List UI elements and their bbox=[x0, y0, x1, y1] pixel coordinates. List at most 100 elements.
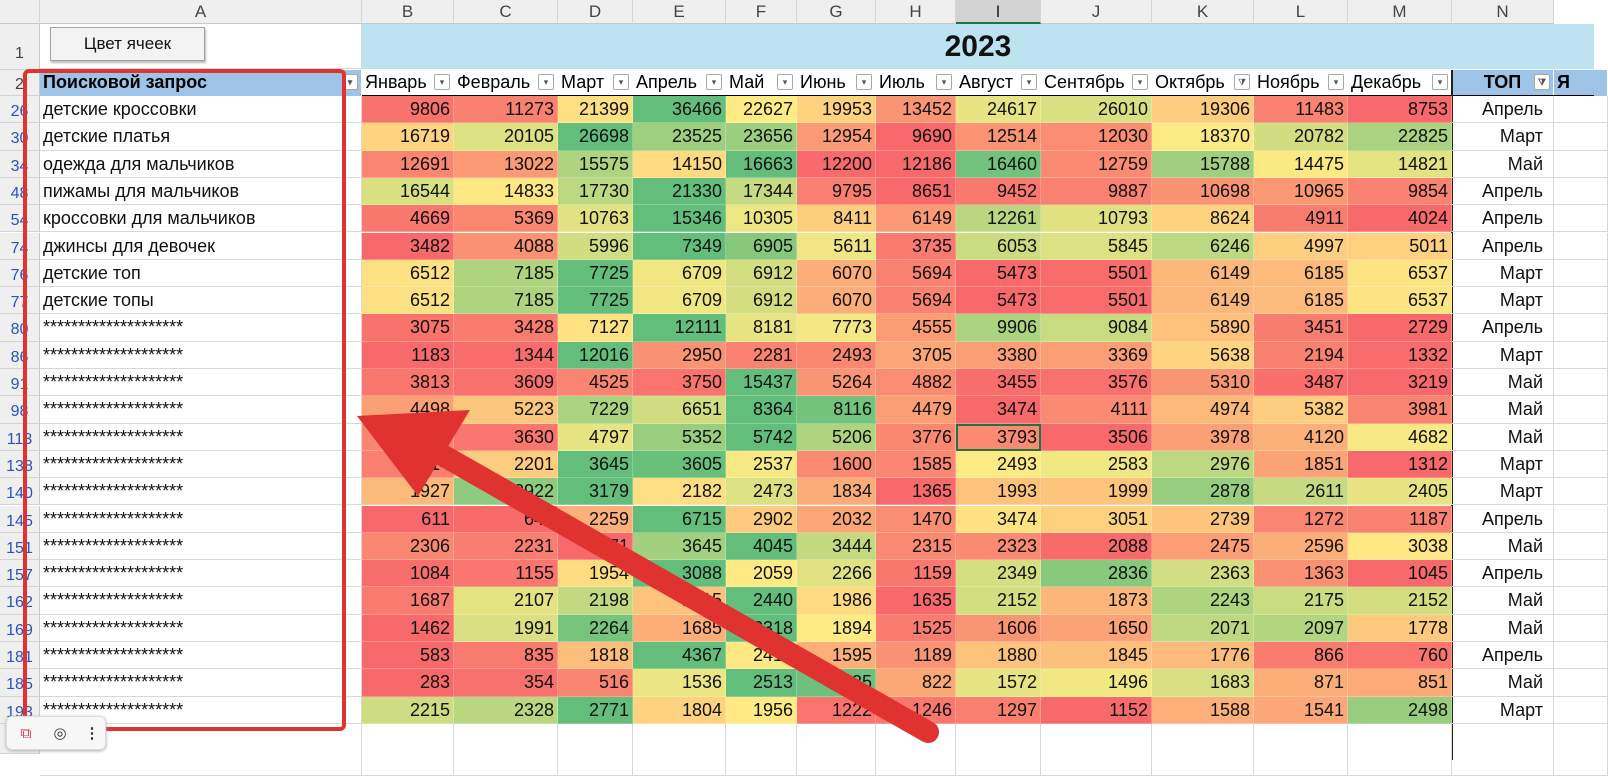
value-cell[interactable]: 1999 bbox=[1041, 478, 1152, 506]
value-cell[interactable]: 2513 bbox=[726, 669, 797, 697]
value-cell[interactable]: 4669 bbox=[362, 205, 454, 233]
value-cell[interactable]: 2215 bbox=[362, 696, 454, 724]
value-cell[interactable]: 6149 bbox=[1152, 259, 1254, 288]
value-cell[interactable]: 2493 bbox=[956, 450, 1041, 479]
value-cell[interactable]: 21330 bbox=[633, 177, 726, 206]
value-cell[interactable]: 24617 bbox=[956, 96, 1041, 124]
value-cell[interactable]: 2611 bbox=[1254, 478, 1348, 506]
value-cell[interactable]: 2032 bbox=[797, 505, 876, 533]
top-month-cell[interactable]: Март bbox=[1452, 450, 1554, 479]
value-cell[interactable]: 2537 bbox=[726, 450, 797, 479]
value-cell[interactable]: 866 bbox=[1254, 642, 1348, 670]
value-cell[interactable]: 3705 bbox=[876, 341, 956, 369]
value-cell[interactable]: 3219 bbox=[1348, 369, 1452, 397]
empty-cell[interactable] bbox=[1152, 723, 1254, 776]
value-cell[interactable]: 1880 bbox=[956, 642, 1041, 670]
value-cell[interactable]: 5694 bbox=[876, 287, 956, 315]
value-cell[interactable]: 2175 bbox=[1254, 587, 1348, 615]
filter-dropdown-icon[interactable]: ⧩ bbox=[1534, 74, 1550, 90]
column-header-c[interactable]: C bbox=[454, 0, 558, 24]
value-cell[interactable]: 12261 bbox=[956, 205, 1041, 233]
value-cell[interactable]: 516 bbox=[558, 669, 633, 697]
empty-cell[interactable] bbox=[1452, 723, 1554, 776]
query-cell[interactable]: ******************** bbox=[40, 696, 362, 724]
value-cell[interactable]: 13452 bbox=[876, 96, 956, 124]
value-cell[interactable]: 1834 bbox=[797, 478, 876, 506]
query-cell[interactable]: детские топ bbox=[40, 259, 362, 288]
top-month-cell[interactable]: Май bbox=[1452, 369, 1554, 397]
value-cell[interactable]: 2198 bbox=[558, 587, 633, 615]
value-cell[interactable]: 5694 bbox=[876, 259, 956, 288]
value-cell[interactable]: 2152 bbox=[1348, 587, 1452, 615]
column-header-n[interactable]: N bbox=[1452, 0, 1554, 24]
query-cell[interactable]: ******************** bbox=[40, 587, 362, 615]
value-cell[interactable]: 15437 bbox=[726, 369, 797, 397]
value-cell[interactable]: 12514 bbox=[956, 123, 1041, 151]
top-month-cell[interactable]: Май bbox=[1452, 423, 1554, 451]
value-cell[interactable]: 1541 bbox=[1254, 696, 1348, 724]
value-cell[interactable]: 9854 bbox=[1348, 177, 1452, 206]
value-cell[interactable]: 3455 bbox=[956, 369, 1041, 397]
value-cell[interactable]: 3428 bbox=[454, 314, 558, 342]
value-cell[interactable]: 2729 bbox=[1348, 314, 1452, 342]
filter-dropdown-icon[interactable]: ▾ bbox=[342, 74, 358, 90]
value-cell[interactable]: 283 bbox=[362, 669, 454, 697]
value-cell[interactable]: 6246 bbox=[1152, 232, 1254, 260]
value-cell[interactable]: 1365 bbox=[876, 478, 956, 506]
value-cell[interactable]: 2323 bbox=[956, 532, 1041, 561]
value-cell[interactable]: 18370 bbox=[1152, 123, 1254, 151]
value-cell[interactable]: 1894 bbox=[797, 614, 876, 642]
value-cell[interactable]: 9452 bbox=[956, 177, 1041, 206]
office-icon[interactable]: ⧉ bbox=[20, 725, 32, 742]
value-cell[interactable]: 10698 bbox=[1152, 177, 1254, 206]
empty-cell[interactable] bbox=[1254, 723, 1348, 776]
value-cell[interactable]: 4525 bbox=[558, 369, 633, 397]
value-cell[interactable]: 7725 bbox=[558, 259, 633, 288]
value-cell[interactable]: 822 bbox=[876, 669, 956, 697]
value-cell[interactable]: 1993 bbox=[956, 478, 1041, 506]
column-header-a[interactable]: A bbox=[40, 0, 362, 24]
query-cell[interactable]: детские кроссовки bbox=[40, 96, 362, 124]
value-cell[interactable]: 6912 bbox=[726, 259, 797, 288]
query-cell[interactable]: ******************** bbox=[40, 642, 362, 670]
query-cell[interactable]: ******************** bbox=[40, 560, 362, 588]
value-cell[interactable]: 611 bbox=[362, 505, 454, 533]
value-cell[interactable]: 14475 bbox=[1254, 150, 1348, 178]
filter-dropdown-icon[interactable]: ▾ bbox=[856, 74, 872, 90]
value-cell[interactable]: 7185 bbox=[454, 287, 558, 315]
value-cell[interactable]: 1045 bbox=[1348, 560, 1452, 588]
value-cell[interactable]: 6053 bbox=[956, 232, 1041, 260]
query-cell[interactable]: кроссовки для мальчиков bbox=[40, 205, 362, 233]
value-cell[interactable]: 9806 bbox=[362, 96, 454, 124]
value-cell[interactable]: 6537 bbox=[1348, 287, 1452, 315]
value-cell[interactable]: 3474 bbox=[956, 505, 1041, 533]
value-cell[interactable]: 1776 bbox=[1152, 642, 1254, 670]
value-cell[interactable]: 16663 bbox=[726, 150, 797, 178]
value-cell[interactable]: 7185 bbox=[454, 259, 558, 288]
value-cell[interactable]: 6715 bbox=[633, 505, 726, 533]
column-header-h[interactable]: H bbox=[876, 0, 956, 24]
value-cell[interactable]: 3645 bbox=[633, 532, 726, 561]
value-cell[interactable]: 3038 bbox=[1348, 532, 1452, 561]
value-cell[interactable]: 12759 bbox=[1041, 150, 1152, 178]
value-cell[interactable]: 3981 bbox=[1348, 396, 1452, 424]
value-cell[interactable]: 12186 bbox=[876, 150, 956, 178]
top-month-cell[interactable]: Март bbox=[1452, 123, 1554, 151]
top-month-cell[interactable]: Май bbox=[1452, 669, 1554, 697]
filter-dropdown-icon[interactable]: ⧩ bbox=[1234, 74, 1250, 90]
column-header-k[interactable]: K bbox=[1152, 0, 1254, 24]
filter-dropdown-icon[interactable]: ▾ bbox=[1132, 74, 1148, 90]
value-cell[interactable]: 2902 bbox=[726, 505, 797, 533]
top-month-cell[interactable]: Март bbox=[1452, 259, 1554, 288]
value-cell[interactable]: 8753 bbox=[1348, 96, 1452, 124]
filter-dropdown-icon[interactable]: ▾ bbox=[706, 74, 722, 90]
value-cell[interactable]: 15788 bbox=[1152, 150, 1254, 178]
top-month-cell[interactable]: Апрель bbox=[1452, 505, 1554, 533]
value-cell[interactable]: 9690 bbox=[876, 123, 956, 151]
value-cell[interactable]: 21399 bbox=[558, 96, 633, 124]
value-cell[interactable]: 5845 bbox=[1041, 232, 1152, 260]
value-cell[interactable]: 2771 bbox=[558, 696, 633, 724]
column-header-m[interactable]: M bbox=[1348, 0, 1452, 24]
cell-color-button[interactable]: Цвет ячеек bbox=[50, 27, 205, 61]
value-cell[interactable]: 3179 bbox=[558, 478, 633, 506]
